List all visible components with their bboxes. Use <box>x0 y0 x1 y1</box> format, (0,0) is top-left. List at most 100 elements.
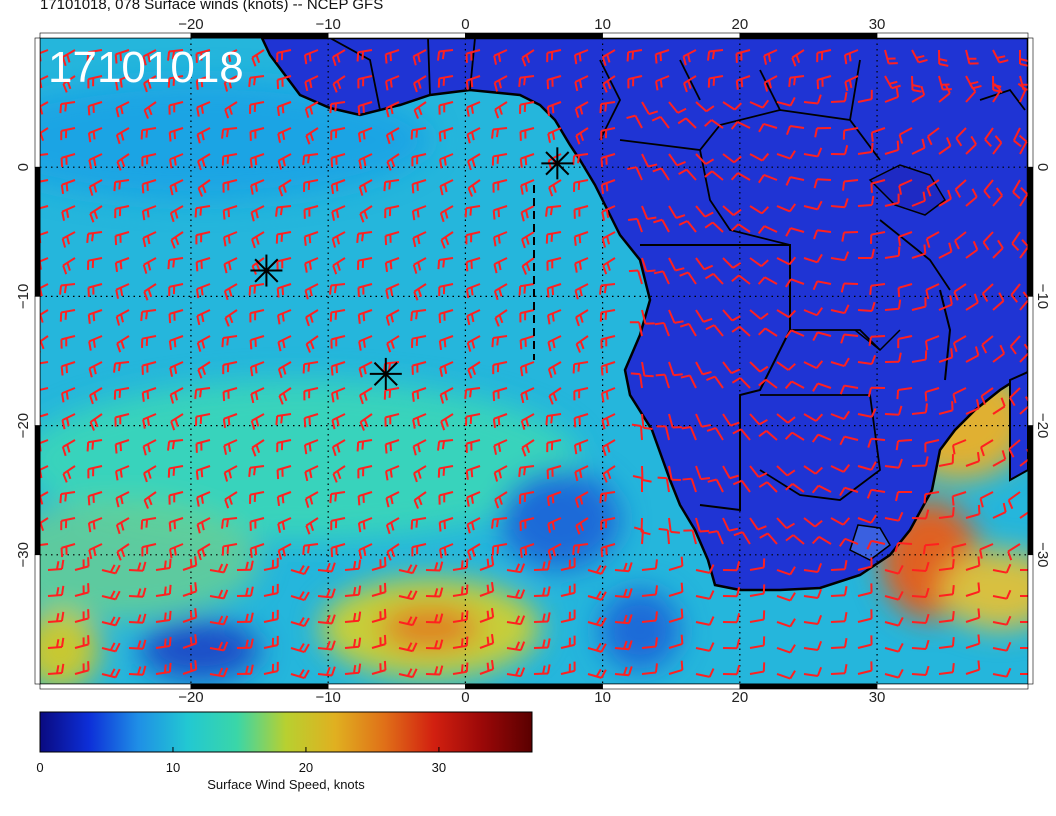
wind-barb <box>573 439 589 455</box>
wind-barb <box>980 439 994 457</box>
wind-barb <box>776 644 796 654</box>
wind-barb <box>195 439 211 453</box>
wind-barb <box>679 322 697 337</box>
wind-barb <box>155 610 172 623</box>
wind-barb <box>749 361 769 373</box>
wind-barb <box>87 309 103 324</box>
wind-barb <box>290 591 310 602</box>
wind-barb <box>519 309 535 323</box>
wind-barb <box>641 153 658 168</box>
wind-barb <box>812 331 832 342</box>
wind-barb <box>114 413 130 427</box>
wind-barb <box>600 153 616 168</box>
wind-barb <box>749 517 767 531</box>
wind-barb <box>519 153 535 168</box>
wind-barb <box>749 636 766 649</box>
wind-barb <box>357 75 373 89</box>
wind-barb <box>466 491 481 507</box>
wind-barb <box>811 433 832 443</box>
wind-barb <box>277 335 292 352</box>
wind-barb <box>707 75 724 88</box>
wind-barb <box>40 517 49 535</box>
wind-barb <box>491 127 508 139</box>
wind-barb <box>870 179 886 193</box>
wind-barb <box>61 231 76 248</box>
wind-barb <box>47 585 65 597</box>
wind-barb <box>275 205 292 217</box>
wind-barb <box>88 361 103 378</box>
wind-barb <box>277 517 292 533</box>
wind-barb <box>548 179 562 197</box>
wind-barb <box>196 491 211 507</box>
wind-barb <box>785 176 805 186</box>
wind-barb <box>600 179 616 195</box>
wind-barb <box>196 517 211 534</box>
wind-barb <box>830 145 849 156</box>
wind-barb <box>197 179 211 197</box>
wind-barb <box>575 335 589 353</box>
wind-barb <box>506 589 526 600</box>
wind-barb <box>803 614 823 625</box>
wind-barb <box>142 231 157 248</box>
wind-barb <box>196 127 211 144</box>
wind-barb <box>128 613 147 624</box>
bottom-axis-segment <box>739 683 878 690</box>
wind-barb <box>344 611 362 623</box>
wind-barb <box>533 586 551 597</box>
wind-barb <box>884 642 904 653</box>
wind-barb <box>169 543 184 559</box>
wind-barb <box>965 399 980 415</box>
wind-barb <box>657 476 670 493</box>
wind-barb <box>1010 283 1021 303</box>
wind-barb <box>40 361 49 372</box>
wind-barb <box>668 517 680 534</box>
wind-barb <box>440 231 454 249</box>
wind-barb <box>830 638 848 649</box>
wind-barb <box>776 309 797 319</box>
wind-barb <box>303 49 319 65</box>
wind-barb <box>167 75 184 88</box>
colorbar-tick-label: 20 <box>299 760 313 775</box>
wind-barb <box>923 491 940 504</box>
wind-barb <box>331 387 346 403</box>
wind-barb <box>398 642 418 653</box>
wind-barb <box>600 361 616 376</box>
wind-barb <box>493 439 508 455</box>
wind-barb <box>682 477 697 493</box>
wind-barb <box>924 387 940 402</box>
colorbar-tick-label: 10 <box>166 760 180 775</box>
wind-barb <box>803 465 823 475</box>
wind-barb <box>731 377 751 389</box>
wind-barb <box>695 590 715 600</box>
wind-barb <box>857 514 877 524</box>
wind-barb <box>965 240 979 259</box>
wind-barb <box>679 271 697 285</box>
wind-barb <box>965 660 981 675</box>
wind-barb <box>830 410 850 420</box>
top-axis-segment <box>602 32 741 39</box>
wind-barb <box>464 205 481 218</box>
wind-barb <box>249 309 265 323</box>
wind-barb <box>195 465 211 480</box>
wind-barb <box>116 335 130 353</box>
wind-barb <box>706 427 724 441</box>
wind-barb <box>788 75 805 87</box>
wind-barb <box>668 101 687 114</box>
wind-barb <box>196 309 211 326</box>
wind-barb <box>533 612 551 623</box>
wind-barb <box>911 613 930 624</box>
wind-barb <box>317 640 336 651</box>
wind-barb <box>938 84 951 103</box>
wind-barb <box>47 611 65 623</box>
wind-barb <box>330 543 346 558</box>
wind-barb <box>668 660 684 675</box>
wind-barb <box>722 257 742 269</box>
wind-barb <box>601 387 616 403</box>
wind-barb <box>981 283 994 303</box>
wind-barb <box>668 153 686 167</box>
wind-barb <box>857 142 874 155</box>
wind-barb <box>209 641 229 652</box>
wind-barb <box>385 283 400 299</box>
wind-barb <box>155 662 172 675</box>
wind-barb <box>519 517 535 531</box>
